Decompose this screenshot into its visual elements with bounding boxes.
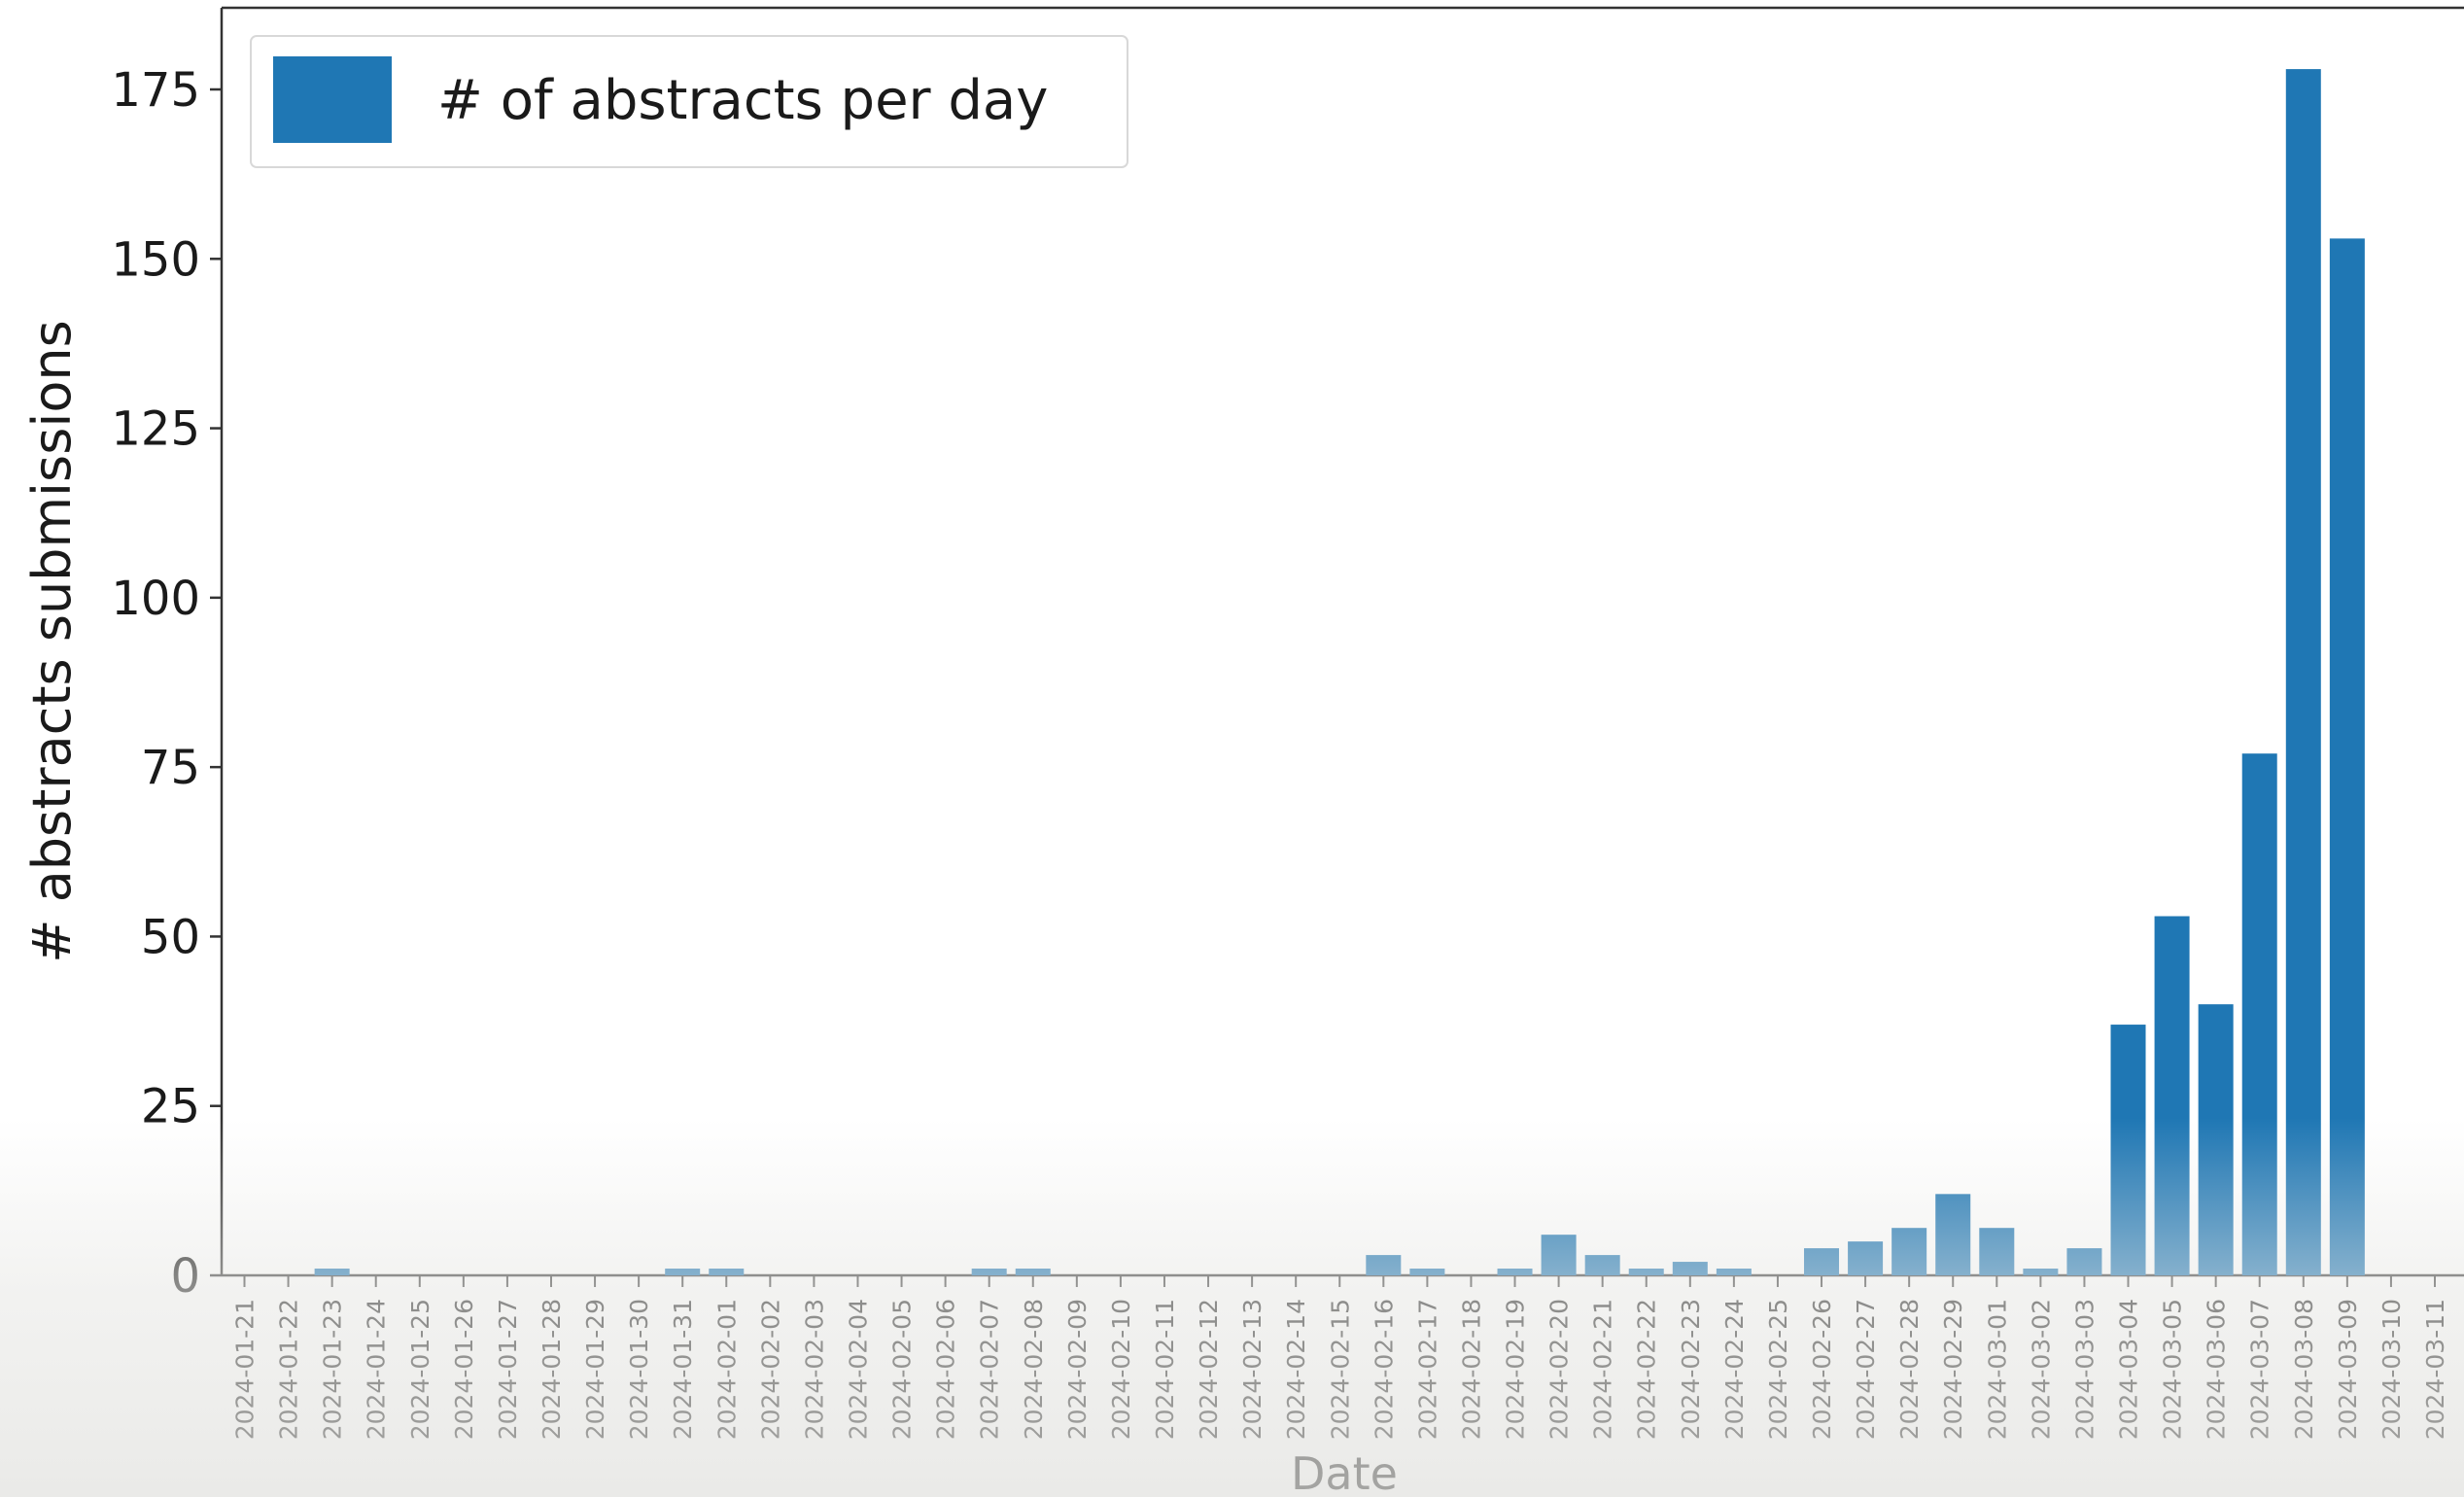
x-tick-label: 2024-02-23 <box>1677 1299 1705 1440</box>
x-tick-label: 2024-02-25 <box>1764 1299 1792 1440</box>
x-tick-label: 2024-01-22 <box>275 1299 303 1440</box>
y-tick-label: 0 <box>170 1249 200 1304</box>
legend-label: # of abstracts per day <box>437 69 1048 132</box>
bar <box>2198 1004 2234 1275</box>
x-tick-label: 2024-02-07 <box>976 1299 1004 1440</box>
bars-group <box>314 69 2365 1276</box>
x-axis-label: Date <box>1291 1447 1398 1497</box>
x-tick-label: 2024-03-06 <box>2203 1299 2231 1440</box>
bar <box>2110 1025 2146 1275</box>
x-tick-label: 2024-02-20 <box>1545 1299 1574 1440</box>
bar <box>2241 753 2277 1275</box>
x-tick-label: 2024-02-24 <box>1720 1299 1749 1440</box>
x-tick-label: 2024-01-27 <box>494 1299 522 1440</box>
x-tick-label: 2024-02-03 <box>800 1299 828 1440</box>
x-tick-label: 2024-02-19 <box>1502 1299 1530 1440</box>
x-tick-label: 2024-01-29 <box>581 1299 609 1440</box>
legend: # of abstracts per day <box>250 35 1128 168</box>
bar <box>1015 1269 1051 1275</box>
x-tick-label: 2024-02-15 <box>1326 1299 1354 1440</box>
x-tick-label: 2024-02-14 <box>1282 1299 1310 1440</box>
y-axis-label: # abstracts submissions <box>21 320 83 962</box>
x-tick-label: 2024-02-28 <box>1895 1299 1924 1440</box>
bar <box>2023 1269 2059 1275</box>
bar <box>709 1269 745 1275</box>
bar <box>2066 1248 2102 1275</box>
y-tick-label: 150 <box>111 232 200 287</box>
bar <box>1672 1262 1708 1275</box>
bar <box>1628 1269 1664 1275</box>
x-tick-label: 2024-02-27 <box>1852 1299 1880 1440</box>
x-tick-label: 2024-02-12 <box>1195 1299 1223 1440</box>
x-tick-label: 2024-03-08 <box>2290 1299 2318 1440</box>
bar <box>1848 1241 1884 1275</box>
x-tick-label: 2024-03-03 <box>2070 1299 2099 1440</box>
bar <box>1716 1269 1752 1275</box>
x-tick-label: 2024-02-13 <box>1238 1299 1267 1440</box>
x-tick-label: 2024-02-09 <box>1063 1299 1092 1440</box>
x-tick-label: 2024-03-09 <box>2334 1299 2362 1440</box>
x-tick-label: 2024-02-18 <box>1457 1299 1485 1440</box>
x-tick-label: 2024-02-02 <box>756 1299 784 1440</box>
y-tick-label: 100 <box>111 572 200 626</box>
x-tick-label: 2024-02-16 <box>1370 1299 1398 1440</box>
x-tick-label: 2024-03-10 <box>2377 1299 2406 1440</box>
x-tick-label: 2024-01-25 <box>406 1299 434 1440</box>
y-tick-label: 75 <box>141 741 200 795</box>
bar <box>1409 1269 1445 1275</box>
y-axis: 0 25 50 75 100 125 150 175 <box>111 63 222 1304</box>
y-tick-label: 50 <box>141 910 200 964</box>
legend-frame <box>250 35 1128 168</box>
x-tick-label: 2024-03-11 <box>2421 1299 2449 1440</box>
x-tick-label: 2024-01-23 <box>319 1299 347 1440</box>
bar <box>1979 1228 2015 1275</box>
y-tick-label: 175 <box>111 63 200 118</box>
x-tick-label: 2024-03-07 <box>2246 1299 2274 1440</box>
x-tick-label: 2024-02-26 <box>1808 1299 1836 1440</box>
x-tick-label: 2024-01-21 <box>231 1299 260 1440</box>
x-tick-label: 2024-03-04 <box>2115 1299 2143 1440</box>
x-tick-label: 2024-02-21 <box>1589 1299 1617 1440</box>
y-tick-label: 125 <box>111 402 200 457</box>
x-tick-label: 2024-02-04 <box>844 1299 872 1440</box>
y-tick-label: 25 <box>141 1080 200 1134</box>
bar <box>1804 1248 1840 1275</box>
bar <box>1891 1228 1927 1275</box>
x-tick-label: 2024-01-31 <box>669 1299 697 1440</box>
x-axis: 2024-01-21 2024-01-22 2024-01-23 2024-01-24… <box>231 1275 2449 1440</box>
legend-swatch <box>273 56 392 143</box>
x-tick-label: 2024-02-08 <box>1020 1299 1048 1440</box>
x-tick-label: 2024-02-01 <box>712 1299 741 1440</box>
bar <box>1366 1255 1402 1275</box>
x-tick-label: 2024-02-06 <box>932 1299 960 1440</box>
bar <box>314 1269 350 1275</box>
x-tick-label: 2024-02-22 <box>1633 1299 1661 1440</box>
bar <box>2285 69 2321 1276</box>
x-tick-label: 2024-02-10 <box>1107 1299 1135 1440</box>
x-tick-label: 2024-03-05 <box>2159 1299 2187 1440</box>
bar <box>1584 1255 1620 1275</box>
x-tick-label: 2024-01-30 <box>625 1299 653 1440</box>
x-tick-label: 2024-03-02 <box>2027 1299 2055 1440</box>
x-tick-label: 2024-02-05 <box>888 1299 917 1440</box>
x-tick-label: 2024-01-28 <box>538 1299 566 1440</box>
x-tick-label: 2024-03-01 <box>1983 1299 2011 1440</box>
x-tick-label: 2024-01-26 <box>450 1299 478 1440</box>
x-tick-label: 2024-02-29 <box>1939 1299 1967 1440</box>
bar <box>2329 238 2365 1275</box>
x-tick-label: 2024-02-11 <box>1151 1299 1179 1440</box>
bar <box>971 1269 1007 1275</box>
bar <box>2154 916 2190 1275</box>
bar <box>665 1269 701 1275</box>
bar <box>1497 1269 1533 1275</box>
bar <box>1935 1194 1971 1275</box>
x-tick-label: 2024-01-24 <box>363 1299 391 1440</box>
x-tick-label: 2024-02-17 <box>1413 1299 1441 1440</box>
bar <box>1541 1235 1577 1275</box>
